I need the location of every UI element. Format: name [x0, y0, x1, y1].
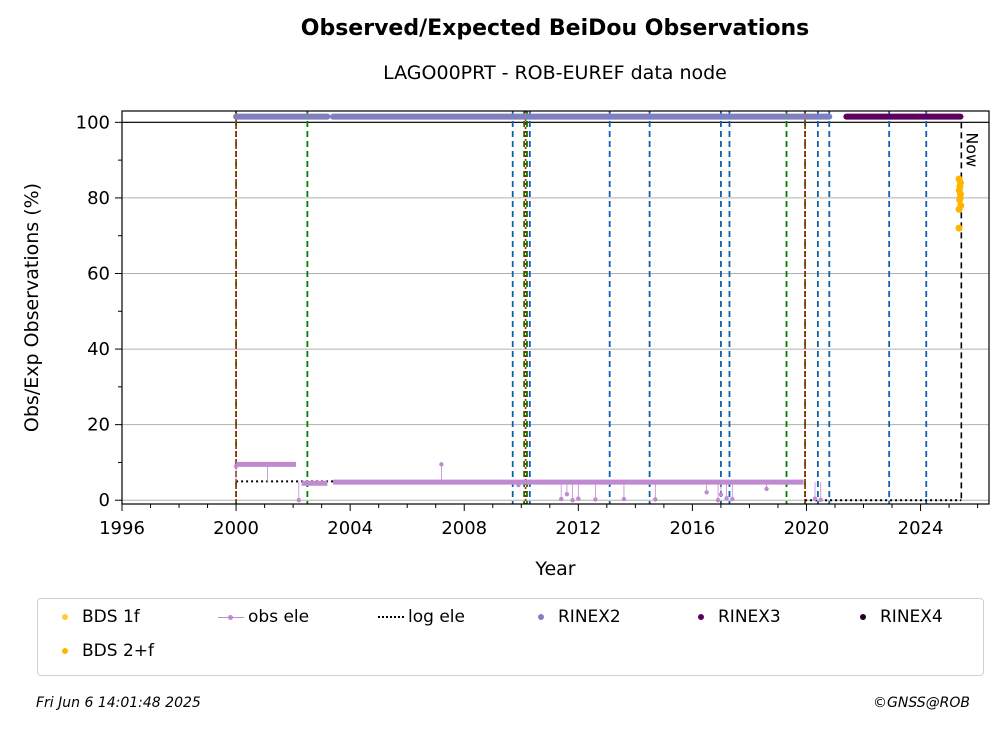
plot-frame: [121, 110, 990, 505]
obs-ele-point: [704, 490, 709, 495]
obs-ele-point: [570, 498, 575, 503]
legend-item-bds-2f: BDS 2+f: [52, 641, 154, 661]
legend-item-log-ele: log ele: [378, 607, 465, 627]
now-label: Now: [962, 132, 981, 167]
legend-label: RINEX3: [718, 607, 781, 627]
x-tick-label: 2020: [784, 518, 830, 539]
x-axis-label: Year: [534, 558, 575, 580]
legend-item-rinex2: RINEX2: [528, 607, 621, 627]
chart-title: Observed/Expected BeiDou Observations: [300, 16, 810, 41]
bds-2f-point: [957, 201, 965, 209]
obs-ele-point: [724, 496, 729, 501]
x-tick-label: 2008: [441, 518, 487, 539]
x-tick-label: 2012: [555, 518, 601, 539]
obs-ele-point: [233, 464, 239, 469]
legend-item-rinex3: RINEX3: [688, 607, 781, 627]
obs-ele-point: [818, 497, 823, 503]
legend-item-bds-1f: BDS 1f: [52, 607, 140, 627]
legend-label: log ele: [408, 607, 465, 627]
bds-2f-point: [955, 175, 963, 183]
y-tick-label: 80: [87, 188, 110, 209]
obs-ele-point: [718, 492, 724, 497]
legend: BDS 1f obs ele log ele RINEX2 RINEX3 RIN…: [37, 598, 984, 676]
obs-ele-point: [265, 462, 270, 467]
obs-ele-point: [764, 486, 769, 492]
x-tick-label: 2016: [669, 518, 715, 539]
footer-copyright: ©GNSS@ROB: [873, 695, 970, 711]
legend-marker: [62, 648, 68, 654]
legend-label: obs ele: [248, 607, 310, 627]
obs-ele-point: [439, 462, 444, 467]
legend-marker: [62, 614, 68, 620]
chart-plot: 1996 2000 2004 2008 2012 2016 2020 2024 0 20 40 60 8…: [21, 110, 990, 580]
legend-marker: [538, 614, 544, 620]
y-axis-label: Obs/Exp Observations (%): [21, 183, 43, 432]
legend-label: BDS 1f: [82, 607, 140, 627]
y-tick-label: 40: [87, 339, 110, 360]
obs-ele-point: [621, 496, 627, 502]
obs-ele-point: [812, 496, 818, 501]
obs-ele-point: [516, 482, 521, 488]
obs-ele-point: [593, 497, 598, 502]
legend-marker: [228, 614, 233, 620]
legend-label: BDS 2+f: [82, 641, 154, 661]
legend-label: RINEX4: [880, 607, 943, 627]
y-tick-label: 20: [87, 415, 110, 436]
legend-marker: [860, 614, 866, 620]
obs-ele-point: [559, 496, 564, 502]
x-tick-label: 1996: [99, 518, 145, 539]
obs-ele-point: [564, 491, 570, 497]
y-tick-label: 100: [76, 112, 110, 133]
obs-ele-point: [296, 498, 302, 503]
x-tick-label: 2024: [898, 518, 944, 539]
legend-marker: [698, 614, 704, 620]
obs-ele-point: [730, 496, 735, 502]
y-tick-label: 60: [87, 263, 110, 284]
footer-timestamp: Fri Jun 6 14:01:48 2025: [36, 695, 201, 711]
chart-subtitle: LAGO00PRT - ROB-EUREF data node: [383, 62, 727, 84]
obs-ele-point: [715, 498, 721, 503]
y-tick-label: 0: [99, 490, 110, 511]
legend-label: RINEX2: [558, 607, 621, 627]
bds-2f-point: [956, 194, 964, 202]
obs-ele-point: [653, 497, 658, 502]
obs-ele-point: [576, 496, 581, 501]
legend-item-obs-ele: obs ele: [218, 607, 309, 627]
legend-item-rinex4: RINEX4: [850, 607, 943, 627]
x-tick-label: 2000: [213, 518, 259, 539]
bds-2f-point: [955, 224, 963, 232]
x-tick-label: 2004: [327, 518, 373, 539]
